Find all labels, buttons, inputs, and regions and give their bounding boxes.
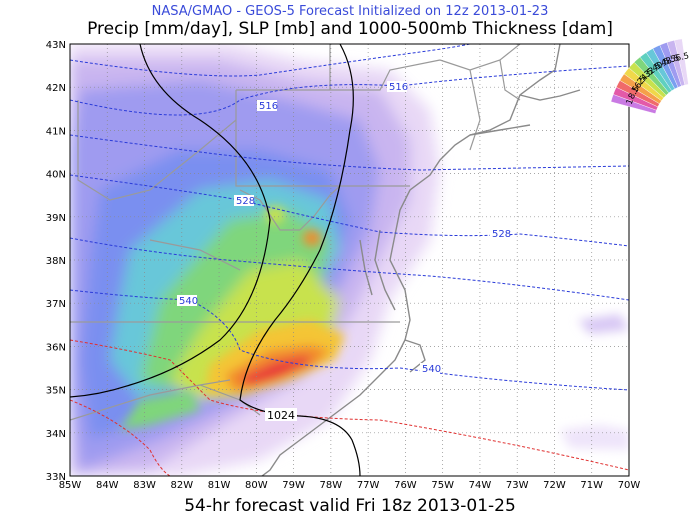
lat-tick-label: 38N bbox=[46, 256, 66, 267]
lon-tick-label: 72W bbox=[543, 480, 566, 491]
lon-tick-label: 84W bbox=[96, 480, 119, 491]
lon-tick-label: 73W bbox=[506, 480, 529, 491]
precip-field bbox=[70, 44, 629, 476]
lon-tick-label: 79W bbox=[282, 480, 305, 491]
lon-tick-label: 81W bbox=[208, 480, 231, 491]
forecast-valid-time: 54-hr forecast valid Fri 18z 2013-01-25 bbox=[184, 496, 516, 516]
slp-contours bbox=[70, 44, 361, 476]
plot-title: Precip [mm/day], SLP [mb] and 1000-500mb… bbox=[87, 19, 613, 39]
lat-tick-label: 37N bbox=[46, 299, 66, 310]
lat-tick-label: 34N bbox=[46, 429, 66, 440]
longitude-ticks: 85W 84W 83W 82W 81W 80W 79W 78W 77W 76W 75W 74W 73W 7… bbox=[59, 480, 641, 491]
lon-tick-label: 77W bbox=[357, 480, 380, 491]
lat-tick-label: 39N bbox=[46, 213, 66, 224]
source-line: NASA/GMAO - GEOS-5 Forecast Initialized … bbox=[151, 4, 549, 19]
thickness-label-528-b: 528 bbox=[492, 229, 511, 240]
thickness-label-540-b: 540 bbox=[422, 364, 441, 375]
lon-tick-label: 75W bbox=[431, 480, 454, 491]
lat-tick-label: 40N bbox=[46, 170, 66, 181]
lon-tick-label: 82W bbox=[170, 480, 193, 491]
lat-tick-label: 41N bbox=[46, 126, 66, 137]
lon-tick-label: 74W bbox=[469, 480, 492, 491]
thickness-label-516-a: 516 bbox=[259, 101, 278, 112]
lat-tick-label: 35N bbox=[46, 386, 66, 397]
lon-tick-label: 78W bbox=[320, 480, 343, 491]
map-frame bbox=[69, 43, 630, 477]
thickness-contours bbox=[70, 44, 629, 476]
lon-tick-label: 83W bbox=[133, 480, 156, 491]
lon-tick-label: 76W bbox=[394, 480, 417, 491]
lat-lon-grid bbox=[69, 43, 630, 477]
lon-tick-label: 85W bbox=[59, 480, 82, 491]
lat-tick-label: 33N bbox=[46, 472, 66, 483]
lon-tick-label: 71W bbox=[580, 480, 603, 491]
slp-label-1024: 1024 bbox=[267, 409, 295, 422]
colorbar-label: 56.5 bbox=[669, 51, 690, 65]
thickness-label-540-a: 540 bbox=[179, 296, 198, 307]
thickness-label-516-b: 516 bbox=[389, 82, 408, 93]
lat-tick-label: 42N bbox=[46, 83, 66, 94]
precip-colorbar: 56.548.540.532.524.516.58.51 bbox=[610, 38, 690, 114]
lat-tick-label: 36N bbox=[46, 342, 66, 353]
thickness-labels: 516 516 528 528 540 540 1024 bbox=[177, 81, 511, 422]
thickness-label-528-a: 528 bbox=[236, 196, 255, 207]
coastline bbox=[261, 44, 581, 476]
latitude-ticks: 33N 34N 35N 36N 37N 38N 39N 40N 41N 42N 43N bbox=[46, 40, 66, 483]
lon-tick-label: 70W bbox=[618, 480, 641, 491]
colorbar-label: 1 bbox=[625, 98, 636, 106]
lon-tick-label: 80W bbox=[245, 480, 268, 491]
lat-tick-label: 43N bbox=[46, 40, 66, 51]
colorbar-segment bbox=[674, 38, 689, 86]
